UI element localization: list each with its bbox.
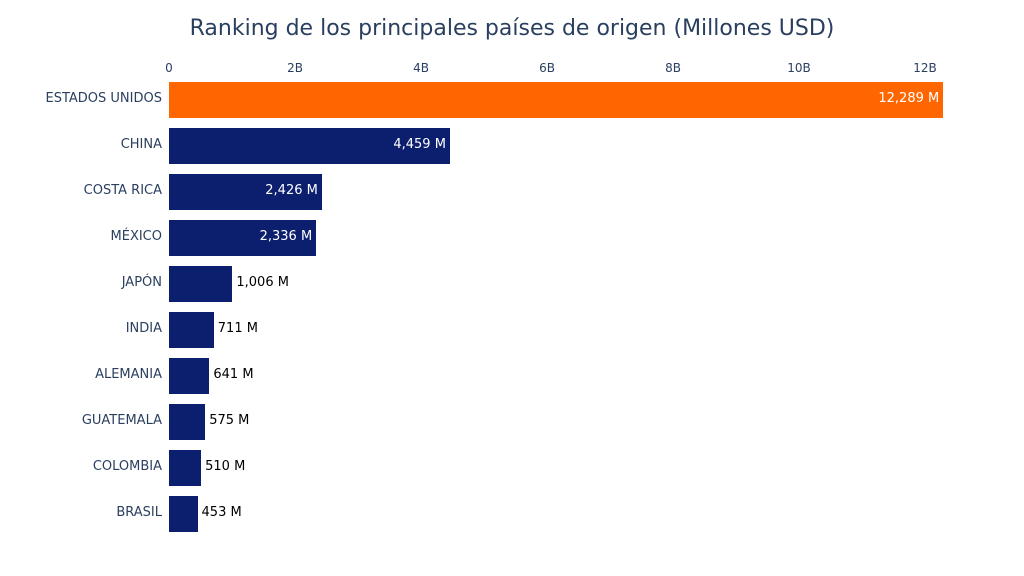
value-label: 711 M — [217, 321, 258, 336]
value-label: 2,426 M — [265, 183, 318, 198]
x-tick-label: 8B — [665, 61, 681, 75]
bar-row: INDIA 711 M — [0, 312, 1024, 348]
category-label: CHINA — [120, 137, 162, 152]
bar-row: COSTA RICA 2,426 M — [0, 174, 1024, 210]
bar-row: ALEMANIA 641 M — [0, 358, 1024, 394]
value-label: 2,336 M — [259, 229, 313, 244]
value-label: 453 M — [201, 505, 242, 520]
value-label: 575 M — [209, 413, 250, 428]
value-label: 1,006 M — [236, 275, 289, 290]
bar[interactable] — [169, 312, 214, 348]
category-label: ALEMANIA — [95, 367, 162, 382]
category-label: COLOMBIA — [92, 459, 162, 474]
category-label: INDIA — [125, 321, 162, 336]
bar-row: COLOMBIA 510 M — [0, 450, 1024, 486]
value-label: 510 M — [205, 459, 246, 474]
x-tick-label: 12B — [913, 61, 937, 75]
value-label: 4,459 M — [393, 137, 446, 152]
category-label: ESTADOS UNIDOS — [45, 91, 163, 106]
bar-row: MÉXICO 2,336 M — [0, 220, 1024, 256]
bar[interactable] — [169, 128, 450, 164]
x-tick-label: 2B — [287, 61, 303, 75]
bar-row: BRASIL 453 M — [0, 496, 1024, 532]
bar[interactable] — [169, 220, 317, 256]
bar[interactable] — [169, 174, 322, 210]
category-label: BRASIL — [116, 505, 162, 520]
bar-row: CHINA 4,459 M — [0, 128, 1024, 164]
category-label: COSTA RICA — [83, 183, 162, 198]
x-tick-label: 4B — [413, 61, 429, 75]
bar[interactable] — [169, 266, 233, 302]
x-tick-label: 6B — [539, 61, 555, 75]
bar[interactable] — [169, 404, 206, 440]
chart-title: Ranking de los principales países de ori… — [189, 16, 835, 41]
bar-row: ESTADOS UNIDOS 12,289 M — [0, 82, 1024, 118]
bar[interactable] — [169, 358, 210, 394]
bar-row: JAPÓN 1,006 M — [0, 266, 1024, 302]
category-label: GUATEMALA — [81, 413, 162, 428]
bar-row: GUATEMALA 575 M — [0, 404, 1024, 440]
category-label: MÉXICO — [110, 229, 162, 244]
category-label: JAPÓN — [121, 275, 162, 290]
value-label: 12,289 M — [878, 91, 940, 106]
x-tick-label: 0 — [165, 61, 173, 75]
value-label: 641 M — [213, 367, 254, 382]
bar[interactable] — [169, 496, 198, 532]
bar[interactable] — [169, 450, 202, 486]
x-tick-label: 10B — [787, 61, 811, 75]
bar[interactable] — [169, 82, 944, 118]
